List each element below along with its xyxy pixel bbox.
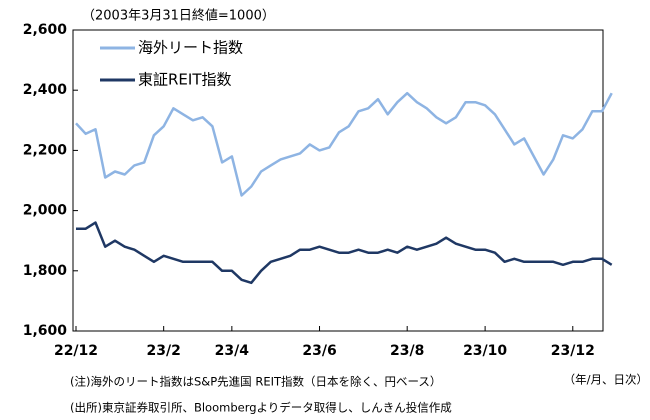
- footnote: (出所)東京証券取引所、Bloombergよりデータ取得し、しんきん投信作成: [70, 401, 452, 415]
- series-line: [75, 91, 613, 197]
- y-tick-label: 1,800: [23, 263, 68, 279]
- y-tick-label: 2,400: [23, 82, 68, 98]
- plot-frame: [72, 29, 604, 332]
- y-tick-label: 1,600: [23, 323, 68, 339]
- y-tick-label: 2,000: [23, 203, 68, 219]
- x-tick-label: 23/4: [215, 343, 250, 359]
- x-tick-label: 23/8: [390, 343, 424, 359]
- index-note: （2003年3月31日終値=1000）: [82, 8, 275, 24]
- x-unit: （年/月、日次）: [564, 373, 648, 387]
- x-tick-label: 23/10: [463, 343, 507, 359]
- y-tick-label: 2,600: [23, 22, 68, 38]
- y-tick-label: 2,200: [23, 142, 68, 158]
- x-tick-label: 23/12: [551, 343, 595, 359]
- x-tick-label: 23/2: [146, 343, 180, 359]
- series-line: [76, 221, 613, 285]
- legend-label: 海外リート指数: [138, 39, 243, 57]
- x-tick-label: 22/12: [54, 343, 98, 359]
- footnote: (注)海外のリート指数はS&P先進国 REIT指数（日本を除く、円ベース）: [70, 375, 441, 389]
- x-tick-label: 23/6: [302, 343, 336, 359]
- legend-label: 東証REIT指数: [138, 71, 232, 89]
